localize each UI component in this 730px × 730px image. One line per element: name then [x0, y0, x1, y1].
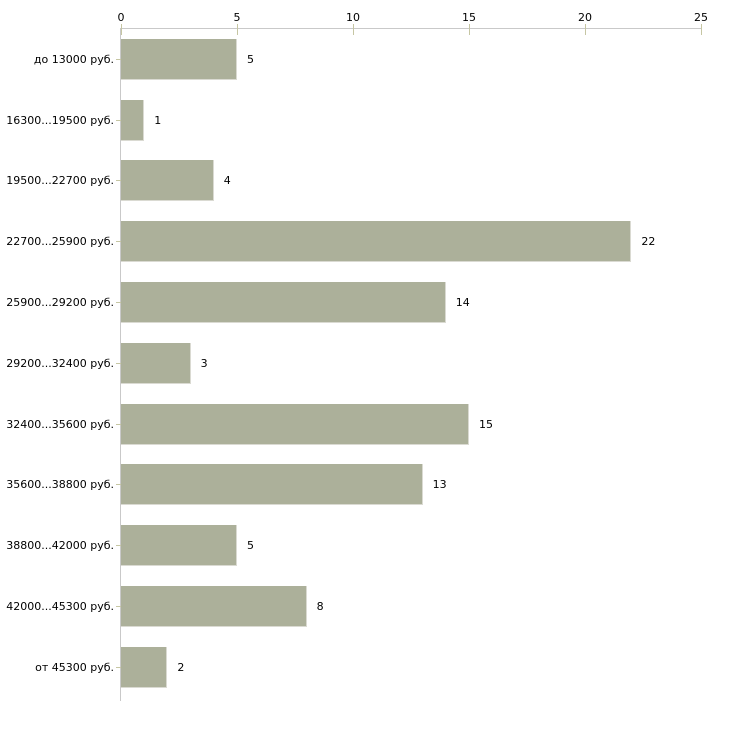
category-label: 32400...35600 руб. — [6, 417, 114, 431]
x-tick-mark — [701, 24, 702, 35]
bar — [121, 221, 632, 263]
y-tick-mark — [116, 58, 121, 60]
y-tick-mark — [116, 545, 121, 547]
value-label: 15 — [479, 417, 493, 431]
bar-row: 16300...19500 руб. 1 — [0, 90, 730, 151]
bar-row: 29200...32400 руб. 3 — [0, 333, 730, 394]
value-label: 5 — [247, 52, 254, 66]
bar — [121, 586, 307, 628]
x-tick-label: 10 — [346, 11, 360, 24]
category-label: 35600...38800 руб. — [6, 478, 114, 492]
category-label: 38800...42000 руб. — [6, 539, 114, 553]
bar — [121, 403, 469, 445]
bar-row: 35600...38800 руб. 13 — [0, 455, 730, 516]
x-tick-mark — [353, 24, 354, 35]
y-tick-mark — [116, 180, 121, 182]
y-tick-mark — [116, 666, 121, 668]
category-label: от 45300 руб. — [35, 660, 114, 674]
y-tick-mark — [116, 119, 121, 121]
x-tick-mark — [585, 24, 586, 35]
y-tick-mark — [116, 362, 121, 364]
x-tick-label: 20 — [578, 11, 592, 24]
y-tick-mark — [116, 606, 121, 608]
x-tick-label: 15 — [462, 11, 476, 24]
category-label: до 13000 руб. — [33, 52, 114, 66]
bar-row: до 13000 руб. 5 — [0, 29, 730, 90]
x-tick-mark — [469, 24, 470, 35]
value-label: 2 — [177, 660, 185, 674]
bar-rows: до 13000 руб. 5 16300...19500 руб. 1 195… — [0, 29, 730, 698]
bar-row: 19500...22700 руб. 4 — [0, 151, 730, 212]
x-axis-ticks: 0 5 10 15 20 25 — [0, 0, 730, 40]
x-tick-label: 25 — [694, 11, 708, 24]
value-label: 8 — [316, 600, 324, 614]
bar — [121, 160, 214, 202]
bar — [121, 38, 237, 80]
category-label: 22700...25900 руб. — [6, 235, 114, 249]
bar-row: 32400...35600 руб. 15 — [0, 394, 730, 455]
bar — [121, 464, 423, 506]
x-tick-mark — [237, 24, 238, 35]
bar — [121, 525, 237, 567]
category-label: 19500...22700 руб. — [6, 174, 114, 188]
category-label: 29200...32400 руб. — [6, 356, 114, 370]
bar — [121, 282, 446, 324]
y-tick-mark — [116, 484, 121, 486]
value-label: 14 — [455, 296, 470, 310]
x-axis-line — [120, 28, 701, 29]
y-tick-mark — [116, 423, 121, 425]
value-label: 4 — [223, 174, 231, 188]
y-tick-mark — [116, 241, 121, 243]
x-tick-mark — [121, 24, 122, 35]
y-axis-line — [120, 28, 121, 701]
bar-row: 25900...29200 руб. 14 — [0, 272, 730, 333]
bar-row: 42000...45300 руб. 8 — [0, 576, 730, 637]
value-label: 5 — [247, 539, 254, 553]
value-label: 13 — [432, 478, 447, 492]
x-tick-label: 5 — [233, 11, 241, 24]
bar-row: 22700...25900 руб. 22 — [0, 211, 730, 272]
bar — [121, 99, 145, 141]
category-label: 42000...45300 руб. — [6, 600, 114, 614]
bar — [121, 342, 191, 384]
category-label: 25900...29200 руб. — [6, 296, 114, 310]
bar-row: 38800...42000 руб. 5 — [0, 515, 730, 576]
value-label: 22 — [641, 235, 656, 249]
y-tick-mark — [116, 302, 121, 304]
value-label: 3 — [200, 356, 208, 370]
value-label: 1 — [154, 113, 162, 127]
category-label: 16300...19500 руб. — [6, 113, 114, 127]
bar-row: от 45300 руб. 2 — [0, 637, 730, 698]
bar — [121, 646, 168, 688]
x-tick-label: 0 — [117, 11, 125, 24]
